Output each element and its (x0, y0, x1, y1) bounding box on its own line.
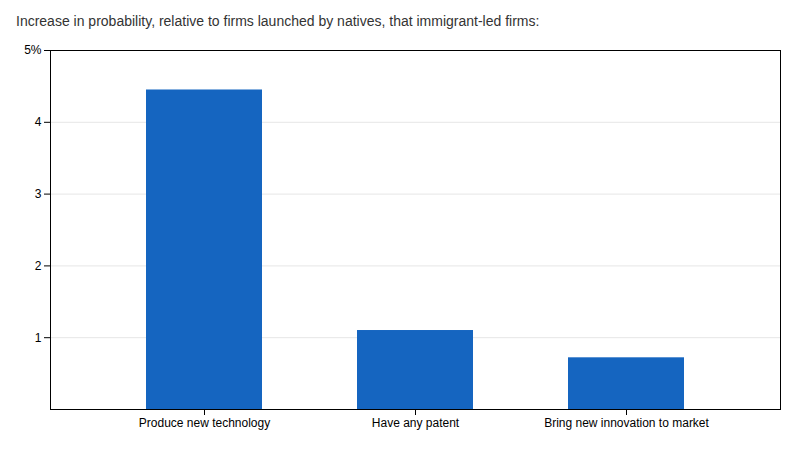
svg-text:Bring new innovation to market: Bring new innovation to market (544, 416, 709, 430)
svg-text:4: 4 (35, 115, 42, 129)
svg-text:1: 1 (35, 331, 42, 345)
svg-text:Produce new technology: Produce new technology (139, 416, 270, 430)
html-text:Increase in probability, relat: Increase in probability, relative to fir… (16, 13, 540, 29)
svg-text:3: 3 (35, 187, 42, 201)
svg-text:2: 2 (35, 259, 42, 273)
svg-text:Have any patent: Have any patent (372, 416, 460, 430)
svg-text:5%: 5% (24, 44, 42, 58)
